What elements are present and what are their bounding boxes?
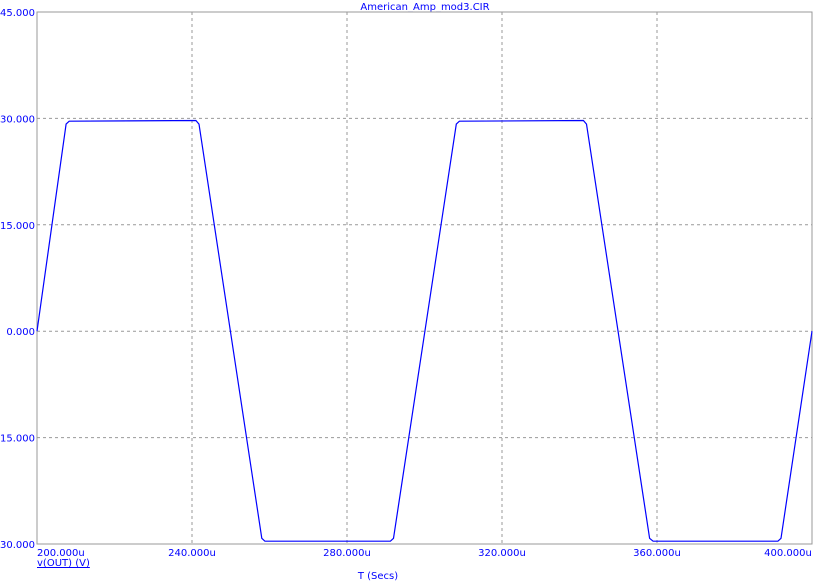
- legend-entry-v-out[interactable]: v(OUT) (V): [37, 558, 90, 569]
- plot-frame: [36, 11, 813, 545]
- y-tick-label: 0.000: [6, 327, 35, 338]
- y-tick-label: 15.000: [0, 221, 35, 232]
- chart-title: American_Amp_mod3.CIR: [360, 2, 489, 13]
- x-tick-label: 320.000u: [478, 548, 526, 559]
- x-axis: 200.000u 240.000u 280.000u 320.000u 360.000u…: [37, 548, 812, 559]
- y-tick-label: 30.000: [0, 114, 35, 125]
- grid: [37, 12, 812, 544]
- x-tick-label: 280.000u: [323, 548, 371, 559]
- x-tick-label: 360.000u: [633, 548, 681, 559]
- y-tick-label: -30.000: [0, 540, 35, 551]
- series-line-v-out: [36, 119, 813, 542]
- x-tick-label: 400.000u: [764, 548, 812, 559]
- y-axis: -30.000 -15.000 0.000 15.000 30.000 45.000: [0, 8, 35, 551]
- x-axis-label: T (Secs): [357, 571, 398, 582]
- x-tick-label: 240.000u: [168, 548, 216, 559]
- x-tick-label: 200.000u: [37, 548, 85, 559]
- y-tick-label: 45.000: [0, 8, 35, 19]
- y-tick-label: -15.000: [0, 434, 35, 445]
